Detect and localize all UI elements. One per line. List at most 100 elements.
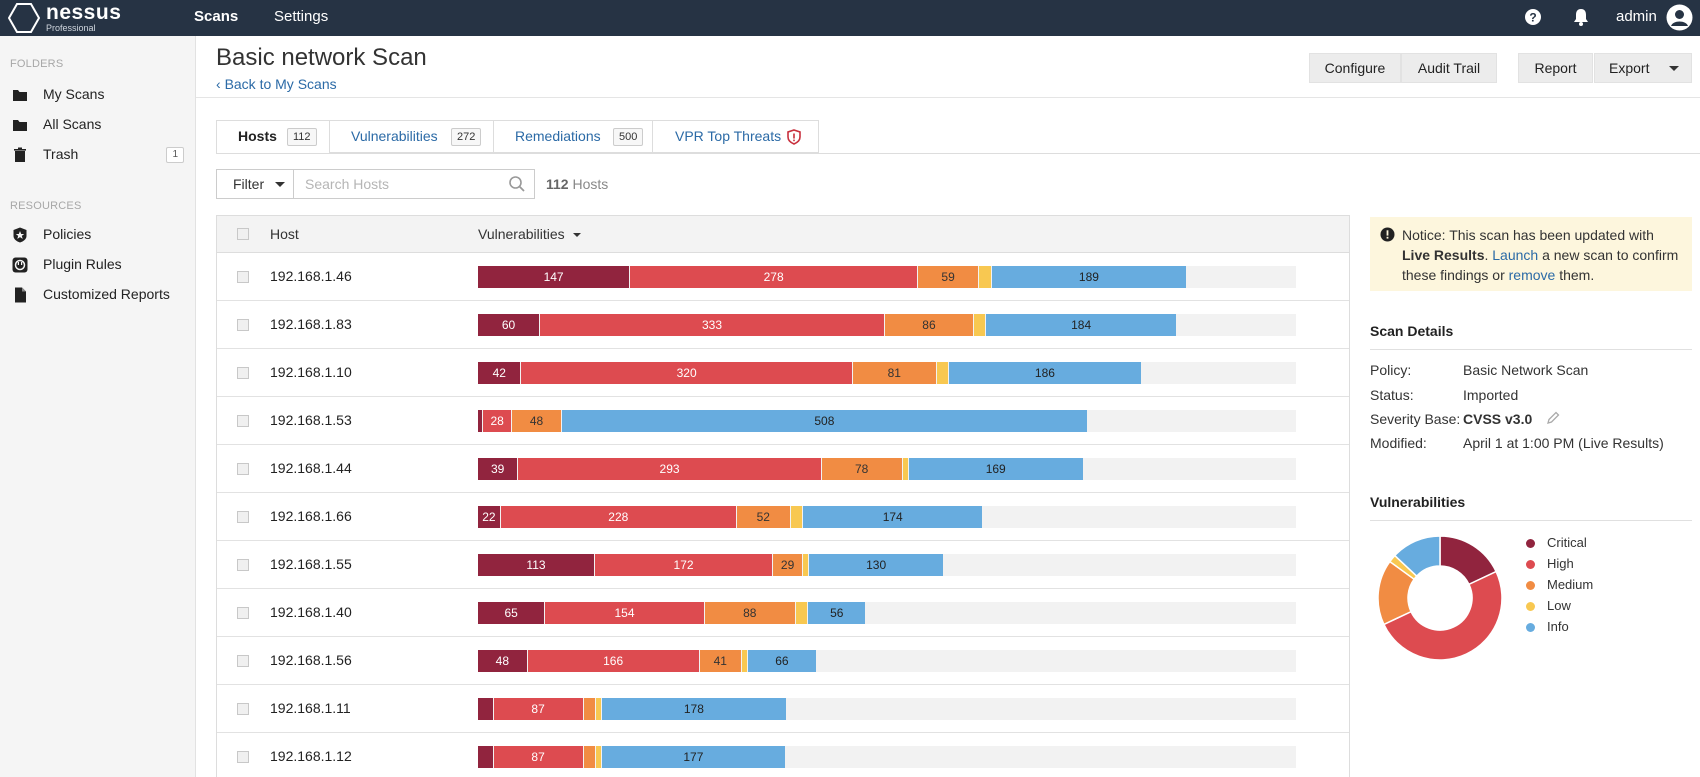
bar-segment-medium[interactable]: 78 (821, 458, 902, 480)
bar-segment-low[interactable] (973, 314, 986, 336)
bar-segment-low[interactable] (596, 746, 602, 768)
tab-vulnerabilities[interactable]: Vulnerabilities 272 (329, 120, 494, 153)
bar-segment-high[interactable]: 333 (540, 314, 884, 336)
bar-segment-low[interactable] (803, 554, 809, 576)
bar-segment-medium[interactable] (583, 746, 596, 768)
bar-segment-high[interactable]: 166 (527, 650, 699, 672)
sidebar-item-plugin-rules[interactable]: Plugin Rules (0, 250, 196, 280)
vulnerability-bar[interactable]: 22 228 52 174 (478, 506, 1296, 528)
table-row[interactable]: 192.168.1.83 60 333 86 184 (217, 301, 1349, 349)
bar-segment-info[interactable]: 174 (803, 506, 983, 528)
bar-segment-high[interactable]: 278 (630, 266, 918, 288)
bar-segment-critical[interactable]: 39 (478, 458, 518, 480)
user-name[interactable]: admin (1616, 8, 1657, 25)
bar-segment-medium[interactable]: 52 (736, 506, 790, 528)
table-row[interactable]: 192.168.1.44 39 293 78 169 (217, 445, 1349, 493)
bar-segment-medium[interactable]: 29 (773, 554, 803, 576)
bar-segment-info[interactable]: 178 (602, 698, 786, 720)
table-row[interactable]: 192.168.1.46 147 278 59 189 (217, 253, 1349, 301)
bar-segment-critical[interactable]: 113 (478, 554, 594, 576)
vulnerability-bar[interactable]: 60 333 86 184 (478, 314, 1296, 336)
bar-segment-low[interactable] (790, 506, 803, 528)
bar-segment-info[interactable]: 169 (908, 458, 1083, 480)
table-row[interactable]: 192.168.1.12 87 177 (217, 733, 1349, 777)
bar-segment-low[interactable] (936, 362, 949, 384)
bar-segment-critical[interactable]: 65 (478, 602, 545, 624)
remove-link[interactable]: remove (1508, 267, 1556, 283)
bar-segment-low[interactable] (795, 602, 808, 624)
vulnerability-bar[interactable]: 65 154 88 56 (478, 602, 1296, 624)
select-all-checkbox[interactable] (237, 228, 249, 240)
user-avatar-icon[interactable] (1666, 4, 1693, 31)
help-icon[interactable]: ? (1524, 8, 1542, 26)
nessus-logo[interactable]: nessus Professional (8, 2, 128, 34)
bar-segment-medium[interactable]: 86 (884, 314, 973, 336)
table-row[interactable]: 192.168.1.66 22 228 52 174 (217, 493, 1349, 541)
donut-slice-high[interactable] (1382, 570, 1503, 661)
column-header-host[interactable]: Host (270, 226, 299, 242)
host-ip[interactable]: 192.168.1.12 (270, 748, 352, 764)
vulnerabilities-donut-chart[interactable] (1370, 528, 1510, 668)
table-row[interactable]: 192.168.1.53 28 48 508 (217, 397, 1349, 445)
bar-segment-critical[interactable]: 22 (478, 506, 500, 528)
bar-segment-medium[interactable]: 81 (852, 362, 936, 384)
host-ip[interactable]: 192.168.1.56 (270, 652, 352, 668)
row-checkbox[interactable] (237, 607, 249, 619)
nav-scans[interactable]: Scans (194, 8, 239, 25)
tab-remediations[interactable]: Remediations 500 (493, 120, 653, 153)
row-checkbox[interactable] (237, 271, 249, 283)
sidebar-item-my-scans[interactable]: My Scans (0, 80, 196, 110)
bar-segment-critical[interactable] (478, 698, 493, 720)
search-hosts-input[interactable] (294, 169, 535, 199)
export-button[interactable]: Export (1594, 53, 1692, 83)
bell-icon[interactable] (1572, 7, 1590, 27)
vulnerability-bar[interactable]: 28 48 508 (478, 410, 1296, 432)
table-row[interactable]: 192.168.1.11 87 178 (217, 685, 1349, 733)
table-row[interactable]: 192.168.1.10 42 320 81 186 (217, 349, 1349, 397)
row-checkbox[interactable] (237, 463, 249, 475)
vulnerability-bar[interactable]: 147 278 59 189 (478, 266, 1296, 288)
row-checkbox[interactable] (237, 703, 249, 715)
donut-slice-info[interactable] (1393, 535, 1441, 578)
bar-segment-medium[interactable]: 59 (918, 266, 979, 288)
vulnerability-bar[interactable]: 42 320 81 186 (478, 362, 1296, 384)
nav-settings[interactable]: Settings (274, 8, 329, 25)
bar-segment-info[interactable]: 56 (808, 602, 866, 624)
vulnerability-bar[interactable]: 113 172 29 130 (478, 554, 1296, 576)
vulnerability-bar[interactable]: 39 293 78 169 (478, 458, 1296, 480)
bar-segment-critical[interactable]: 42 (478, 362, 521, 384)
bar-segment-high[interactable]: 87 (493, 746, 583, 768)
bar-segment-critical[interactable]: 60 (478, 314, 540, 336)
report-button[interactable]: Report (1518, 53, 1593, 83)
sidebar-item-policies[interactable]: Policies (0, 220, 196, 250)
bar-segment-critical[interactable]: 147 (478, 266, 630, 288)
bar-segment-high[interactable]: 228 (500, 506, 736, 528)
bar-segment-info[interactable]: 66 (748, 650, 816, 672)
column-header-vulnerabilities[interactable]: Vulnerabilities (478, 226, 565, 242)
pencil-icon[interactable] (1546, 411, 1560, 425)
row-checkbox[interactable] (237, 559, 249, 571)
bar-segment-low[interactable] (979, 266, 991, 288)
vulnerability-bar[interactable]: 87 178 (478, 698, 1296, 720)
host-ip[interactable]: 192.168.1.83 (270, 316, 352, 332)
row-checkbox[interactable] (237, 415, 249, 427)
host-ip[interactable]: 192.168.1.44 (270, 460, 352, 476)
sidebar-item-trash[interactable]: Trash 1 (0, 140, 196, 170)
bar-segment-high[interactable]: 154 (545, 602, 704, 624)
vulnerability-bar[interactable]: 87 177 (478, 746, 1296, 768)
configure-button[interactable]: Configure (1309, 53, 1401, 83)
row-checkbox[interactable] (237, 367, 249, 379)
bar-segment-medium[interactable]: 48 (512, 410, 561, 432)
host-ip[interactable]: 192.168.1.40 (270, 604, 352, 620)
bar-segment-critical[interactable]: 48 (478, 650, 527, 672)
bar-segment-high[interactable]: 87 (493, 698, 583, 720)
bar-segment-info[interactable]: 130 (809, 554, 943, 576)
row-checkbox[interactable] (237, 319, 249, 331)
host-ip[interactable]: 192.168.1.66 (270, 508, 352, 524)
bar-segment-info[interactable]: 189 (991, 266, 1187, 288)
search-icon[interactable] (508, 175, 526, 193)
bar-segment-medium[interactable]: 88 (704, 602, 795, 624)
table-row[interactable]: 192.168.1.56 48 166 41 66 (217, 637, 1349, 685)
table-row[interactable]: 192.168.1.55 113 172 29 130 (217, 541, 1349, 589)
bar-segment-medium[interactable]: 41 (699, 650, 742, 672)
